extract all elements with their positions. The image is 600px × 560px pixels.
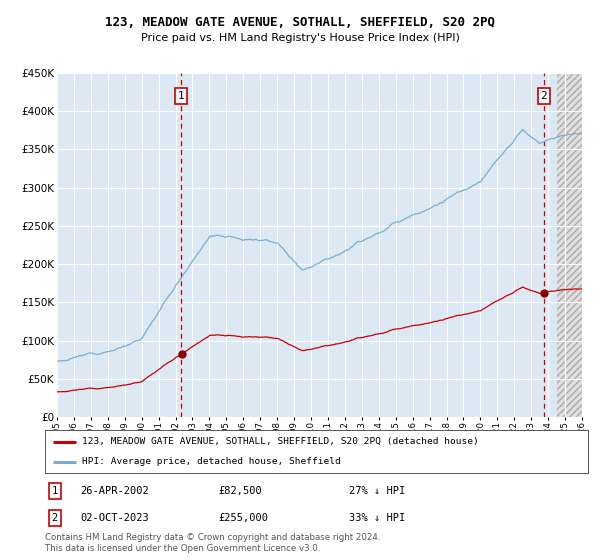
Text: £82,500: £82,500 [219,486,263,496]
Text: 1: 1 [178,91,184,101]
Bar [557,73,582,417]
Text: £255,000: £255,000 [219,512,269,522]
Text: Price paid vs. HM Land Registry's House Price Index (HPI): Price paid vs. HM Land Registry's House … [140,33,460,43]
Text: 27% ↓ HPI: 27% ↓ HPI [349,486,406,496]
Text: 2: 2 [541,91,547,101]
Text: 123, MEADOW GATE AVENUE, SOTHALL, SHEFFIELD, S20 2PQ: 123, MEADOW GATE AVENUE, SOTHALL, SHEFFI… [105,16,495,29]
Text: 02-OCT-2023: 02-OCT-2023 [80,512,149,522]
Bar [57,73,557,417]
Text: 26-APR-2002: 26-APR-2002 [80,486,149,496]
Text: Contains HM Land Registry data © Crown copyright and database right 2024.
This d: Contains HM Land Registry data © Crown c… [45,533,380,553]
Text: HPI: Average price, detached house, Sheffield: HPI: Average price, detached house, Shef… [82,458,341,466]
Text: 2: 2 [52,512,58,522]
Text: 1: 1 [52,486,58,496]
Text: 33% ↓ HPI: 33% ↓ HPI [349,512,406,522]
Text: 123, MEADOW GATE AVENUE, SOTHALL, SHEFFIELD, S20 2PQ (detached house): 123, MEADOW GATE AVENUE, SOTHALL, SHEFFI… [82,437,479,446]
